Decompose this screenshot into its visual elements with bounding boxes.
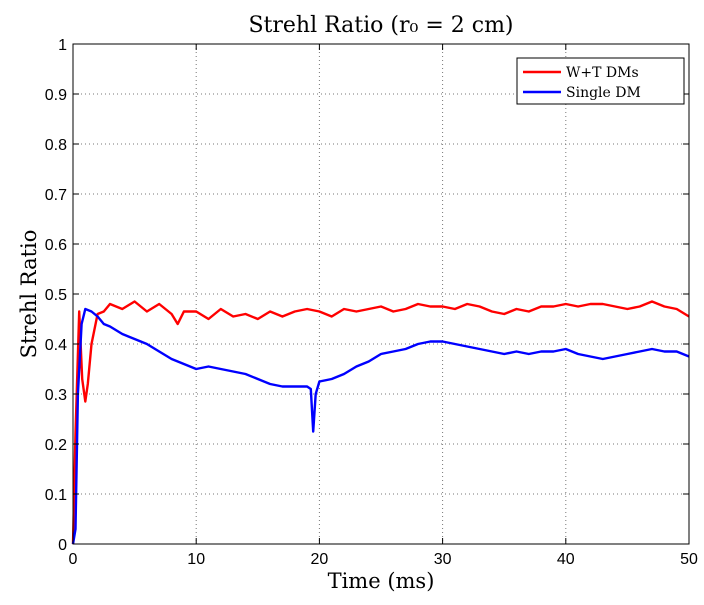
- y-tick-label: 0.3: [45, 387, 67, 404]
- y-axis-label: Strehl Ratio: [17, 230, 41, 359]
- legend-label: Single DM: [566, 85, 641, 101]
- y-tick-label: 0.1: [45, 487, 67, 504]
- legend-box: [516, 57, 685, 105]
- y-tick-label: 0.4: [45, 337, 67, 354]
- series-line-single-dm: [71, 307, 690, 545]
- legend-label: W+T DMs: [566, 65, 639, 81]
- x-tick-label: 20: [311, 551, 329, 568]
- x-axis-label: Time (ms): [328, 569, 435, 593]
- y-tick-label: 0.9: [45, 87, 67, 104]
- x-tick-label: 40: [557, 551, 575, 568]
- x-tick-label: 0: [69, 551, 78, 568]
- x-tick-label: 10: [187, 551, 205, 568]
- series-lines: [71, 300, 690, 545]
- y-tick-label: 0: [58, 537, 67, 554]
- legend: W+T DMs Single DM: [516, 57, 685, 105]
- y-tick-label: 0.2: [45, 437, 67, 454]
- y-tick-label: 0.8: [45, 137, 67, 154]
- series-line-wt-dms: [71, 300, 690, 545]
- chart-title: Strehl Ratio (r₀ = 2 cm): [248, 13, 513, 38]
- y-tick-label: 0.7: [45, 187, 67, 204]
- y-tick-label: 1: [58, 37, 67, 54]
- y-tick-label: 0.6: [45, 237, 67, 254]
- grid-lines: [73, 44, 689, 544]
- y-tick-label: 0.5: [45, 287, 67, 304]
- x-tick-label: 50: [680, 551, 698, 568]
- x-tick-label: 30: [434, 551, 452, 568]
- axis-ticks: 0 10 20 30 40 50 0 0.1 0.2 0.3 0.4 0.5 0.6 0.7 0.8 0.9 1: [45, 37, 698, 568]
